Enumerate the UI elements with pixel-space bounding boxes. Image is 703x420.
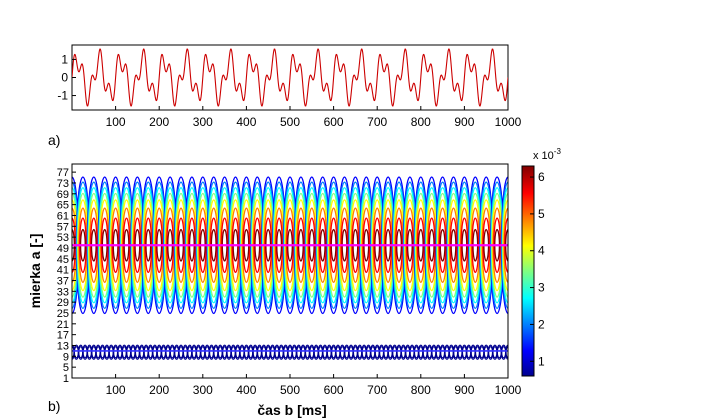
y-tick-label: 17 [57,330,69,342]
x-axis-label: čas b [ms] [257,402,326,418]
signal-panel: 100 200 300 400 500 600 700 800 900 1000 1 0 -1 a) [48,44,522,148]
signal-ticks: 100 200 300 400 500 600 700 800 900 1000 1 0 -1 [57,52,521,129]
x-tick-label: 100 [106,115,126,129]
panel-label-b: b) [48,398,60,414]
scalogram-background [72,164,508,378]
colorbar-tick-label: 1 [538,354,545,368]
x-tick-label: 300 [193,115,213,129]
x-tick-label: 300 [193,383,213,397]
x-tick-label: 900 [454,115,474,129]
signal-plot [72,48,508,107]
x-tick-label: 700 [367,383,387,397]
y-tick-label: 53 [57,232,69,244]
colorbar-tick-label: 6 [538,170,545,184]
x-tick-label: 400 [236,115,256,129]
y-tick-label: 21 [57,319,69,331]
y-tick-label: 9 [63,351,69,363]
x-tick-label: 800 [411,115,431,129]
x-tick-label: 200 [149,115,169,129]
contour-line [505,346,508,359]
y-tick-label: 29 [57,297,69,309]
signal-line [72,48,508,107]
y-tick-label: 49 [57,243,69,255]
x-tick-label: 600 [324,115,344,129]
y-tick-label: 45 [57,254,69,266]
x-tick-label: 200 [149,383,169,397]
y-tick-label: 61 [57,210,69,222]
x-tick-label: 500 [280,115,300,129]
y-tick-label: 69 [57,189,69,201]
x-tick-label: 1000 [495,115,522,129]
y-tick-label: 25 [57,308,69,320]
x-tick-label: 600 [324,383,344,397]
y-tick-label: 33 [57,286,69,298]
y-tick-label: 41 [57,265,69,277]
colorbar-tick-label: 2 [538,317,545,331]
x-tick-label: 100 [106,383,126,397]
scalogram-lines [72,244,508,352]
contour-line [515,347,519,358]
y-tick-label: 5 [63,362,69,374]
y-tick-label: -1 [57,89,68,103]
colorbar-gradient [521,165,535,377]
x-tick-label: 500 [280,383,300,397]
colorbar-tick-label: 5 [538,207,545,221]
x-tick-label: 700 [367,115,387,129]
y-tick-label: 57 [57,221,69,233]
y-tick-label: 0 [61,71,68,85]
x-tick-label: 400 [236,383,256,397]
x-tick-label: 1000 [495,383,522,397]
y-tick-label: 1 [61,52,68,66]
colorbar-tick-label: 4 [538,244,545,258]
colorbar-tick-label: 3 [538,281,545,295]
contour-line [510,347,514,358]
scalogram-panel: 100 200 300 400 500 600 700 800 900 1000 159131721… [27,163,522,418]
y-tick-label: 77 [57,167,69,179]
contour-line [516,218,522,272]
x-tick-label: 800 [411,383,431,397]
y-tick-label: 65 [57,200,69,212]
colorbar-multiplier: x 10-3 [533,147,561,162]
contour-line [510,345,515,359]
y-tick-label: 13 [57,340,69,352]
contour-line [514,345,519,359]
y-tick-label: 73 [57,178,69,190]
panel-label-a: a) [48,132,60,148]
y-axis-label: mierka a [-] [27,234,43,309]
colorbar-ticks: 1 2 3 4 5 6 [530,170,545,368]
y-tick-label: 37 [57,275,69,287]
colorbar: 1 2 3 4 5 6 x 10-3 [521,147,561,377]
scalogram-ticks: 100 200 300 400 500 600 700 800 900 1000 159131721… [57,167,522,397]
contour-line [517,230,522,261]
x-tick-label: 900 [454,383,474,397]
y-tick-label: 1 [63,373,69,385]
